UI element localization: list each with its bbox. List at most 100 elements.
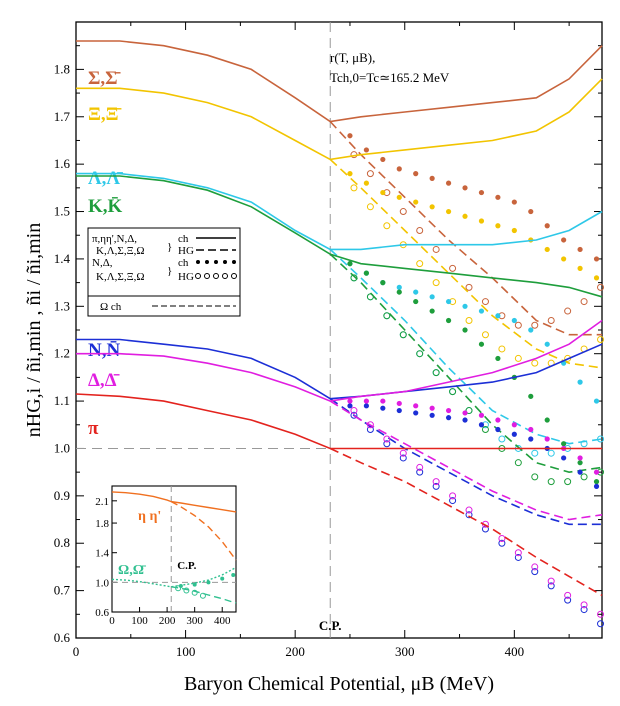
inset-point-open: [175, 585, 182, 592]
series-point-open: [449, 264, 457, 272]
series-point-filled: [429, 405, 435, 411]
series-1: Ξ,Ξ̄: [76, 78, 605, 369]
series-point-open: [465, 283, 473, 291]
series-point-filled: [462, 417, 468, 423]
legend-row-bottom: K,Λ,Σ,Ξ,Ω: [96, 245, 145, 257]
series-point-filled: [396, 166, 402, 172]
inset-point-filled: [231, 572, 236, 577]
series-point-open: [531, 473, 539, 481]
series-line-hg: [329, 400, 603, 521]
series-point-filled: [413, 199, 419, 205]
series-point-open: [580, 601, 588, 609]
series-point-filled: [429, 175, 435, 181]
series-line-ch: [76, 40, 603, 123]
series-line-ch: [76, 338, 603, 400]
series-point-filled: [380, 280, 386, 286]
series-5: Δ,Δ̄: [76, 319, 605, 618]
inset-cp-label: C.P.: [177, 560, 196, 572]
series-point-open: [350, 274, 358, 282]
series-point-open: [399, 449, 407, 457]
cp-label: C.P.: [319, 618, 342, 633]
legend-tag-hg: HG: [178, 245, 194, 257]
series-point-filled: [462, 185, 468, 191]
series-label: π: [88, 418, 99, 439]
series-point-filled: [577, 469, 583, 475]
series-point-filled: [528, 436, 534, 442]
legend-sample-open: [204, 273, 210, 279]
inset-series-label: Ω,Ω̄: [118, 563, 147, 578]
series-point-open: [416, 226, 424, 234]
series-point-filled: [544, 246, 550, 253]
series-point-open: [547, 478, 555, 486]
series-point-filled: [495, 223, 501, 229]
series-point-open: [597, 435, 605, 443]
legend-sample-dot: [196, 260, 200, 264]
series-line-ch: [76, 78, 603, 161]
inset-point-filled: [220, 576, 225, 581]
series-point-open: [531, 449, 539, 457]
inset-x-tick-label: 400: [214, 615, 231, 627]
series-line-ch: [76, 175, 603, 298]
series-point-filled: [363, 270, 369, 276]
series-point-open: [366, 426, 374, 434]
series-point-open: [481, 298, 489, 306]
series-point-open: [383, 222, 391, 230]
legend-omega-label: Ω ch: [100, 301, 122, 313]
legend-row-bottom: K,Λ,Σ,Ξ,Ω: [96, 271, 145, 283]
series-point-open: [580, 440, 588, 448]
series-point-open: [498, 345, 506, 353]
series-point-filled: [495, 194, 501, 200]
main-plot-area: 0 100 200 300 400 0.6 0.7 0.8 0.9 1.0 1.1 1.2 1.3 1.4…: [23, 21, 605, 695]
series-point-open: [465, 317, 473, 325]
x-tick-label: 400: [505, 644, 525, 659]
series-point-filled: [495, 417, 501, 423]
series-point-filled: [561, 256, 567, 262]
y-axis-title: nHG,i / ñi,min , ñi / ñi,min: [23, 223, 45, 437]
series-point-filled: [478, 189, 485, 196]
series-point-filled: [528, 393, 534, 399]
series-point-filled: [429, 294, 435, 300]
series-point-open: [350, 184, 358, 192]
series-point-filled: [445, 298, 452, 305]
series-point-open: [514, 553, 522, 561]
series-point-open: [366, 421, 374, 429]
series-6: π: [75, 393, 603, 597]
series-point-open: [449, 497, 457, 505]
series-point-open: [399, 454, 407, 462]
inset-y-tick-label: 2.1: [95, 496, 109, 508]
series-label: Λ,Λ̄: [88, 168, 123, 189]
y-tick-label: 0.8: [54, 535, 70, 550]
series-line-hg: [329, 398, 602, 526]
inset-x-tick-label: 100: [131, 615, 148, 627]
series-point-open: [383, 435, 391, 443]
series-point-filled: [396, 194, 402, 200]
series-point-open: [531, 563, 539, 571]
legend-tag-ch: ch: [178, 233, 189, 245]
series-point-open: [432, 279, 440, 287]
series-point-filled: [363, 147, 369, 153]
series-point-open: [449, 388, 457, 396]
series-point-open: [597, 283, 605, 291]
series-point-open: [465, 506, 473, 514]
legend-sample-dot: [223, 260, 227, 264]
legend: π,ηη',N,Δ,K,Λ,Σ,Ξ,Ω}chHGN,Δ,K,Λ,Σ,Ξ,Ω}ch…: [87, 227, 241, 317]
legend-sample-dot: [214, 260, 218, 264]
series-point-filled: [593, 469, 600, 475]
x-tick-label: 100: [176, 644, 196, 659]
series-point-open: [416, 468, 424, 476]
series-point-filled: [396, 289, 402, 295]
series-point-open: [481, 426, 489, 434]
series-label: Ξ,Ξ̄: [88, 104, 121, 125]
series-point-open: [350, 411, 358, 419]
y-tick-label: 1.1: [54, 393, 70, 408]
series-point-filled: [347, 133, 353, 139]
x-axis-title: Baryon Chemical Potential, μB (MeV): [184, 673, 494, 695]
series-label: Σ,Σ̄: [88, 68, 121, 89]
series-point-filled: [495, 313, 501, 319]
series-label: K,K̄: [88, 196, 123, 217]
series-point-open: [547, 449, 555, 457]
inset-point-filled: [206, 580, 211, 585]
series-point-filled: [429, 308, 435, 314]
series-point-filled: [544, 223, 550, 229]
